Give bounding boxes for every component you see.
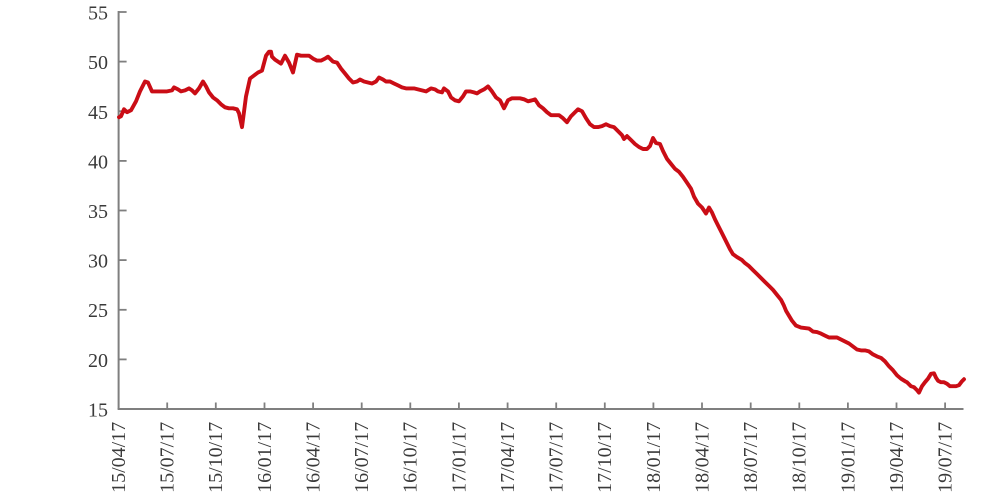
svg-text:19/01/17: 19/01/17 — [837, 422, 859, 493]
svg-text:16/01/17: 16/01/17 — [254, 422, 276, 493]
svg-text:17/07/17: 17/07/17 — [546, 422, 568, 493]
svg-text:25: 25 — [88, 300, 108, 322]
svg-text:18/01/17: 18/01/17 — [643, 422, 665, 493]
svg-text:18/07/17: 18/07/17 — [740, 422, 762, 493]
svg-text:30: 30 — [88, 251, 108, 273]
svg-text:16/07/17: 16/07/17 — [351, 422, 373, 493]
svg-text:16/04/17: 16/04/17 — [303, 422, 325, 493]
svg-text:45: 45 — [88, 102, 108, 124]
svg-text:17/04/17: 17/04/17 — [497, 422, 519, 493]
svg-text:17/01/17: 17/01/17 — [448, 422, 470, 493]
svg-text:15: 15 — [88, 400, 108, 422]
svg-text:16/10/17: 16/10/17 — [400, 422, 422, 493]
svg-text:17/10/17: 17/10/17 — [594, 422, 616, 493]
svg-text:18/10/17: 18/10/17 — [789, 422, 811, 493]
svg-text:35: 35 — [88, 201, 108, 223]
svg-text:55: 55 — [88, 3, 108, 25]
svg-text:40: 40 — [88, 151, 108, 173]
svg-text:15/04/17: 15/04/17 — [108, 422, 130, 493]
svg-text:18/04/17: 18/04/17 — [691, 422, 713, 493]
svg-text:20: 20 — [88, 350, 108, 372]
svg-text:50: 50 — [88, 52, 108, 74]
svg-text:15/07/17: 15/07/17 — [157, 422, 179, 493]
svg-text:19/04/17: 19/04/17 — [886, 422, 908, 493]
svg-text:19/07/17: 19/07/17 — [935, 422, 957, 493]
svg-text:15/10/17: 15/10/17 — [205, 422, 227, 493]
